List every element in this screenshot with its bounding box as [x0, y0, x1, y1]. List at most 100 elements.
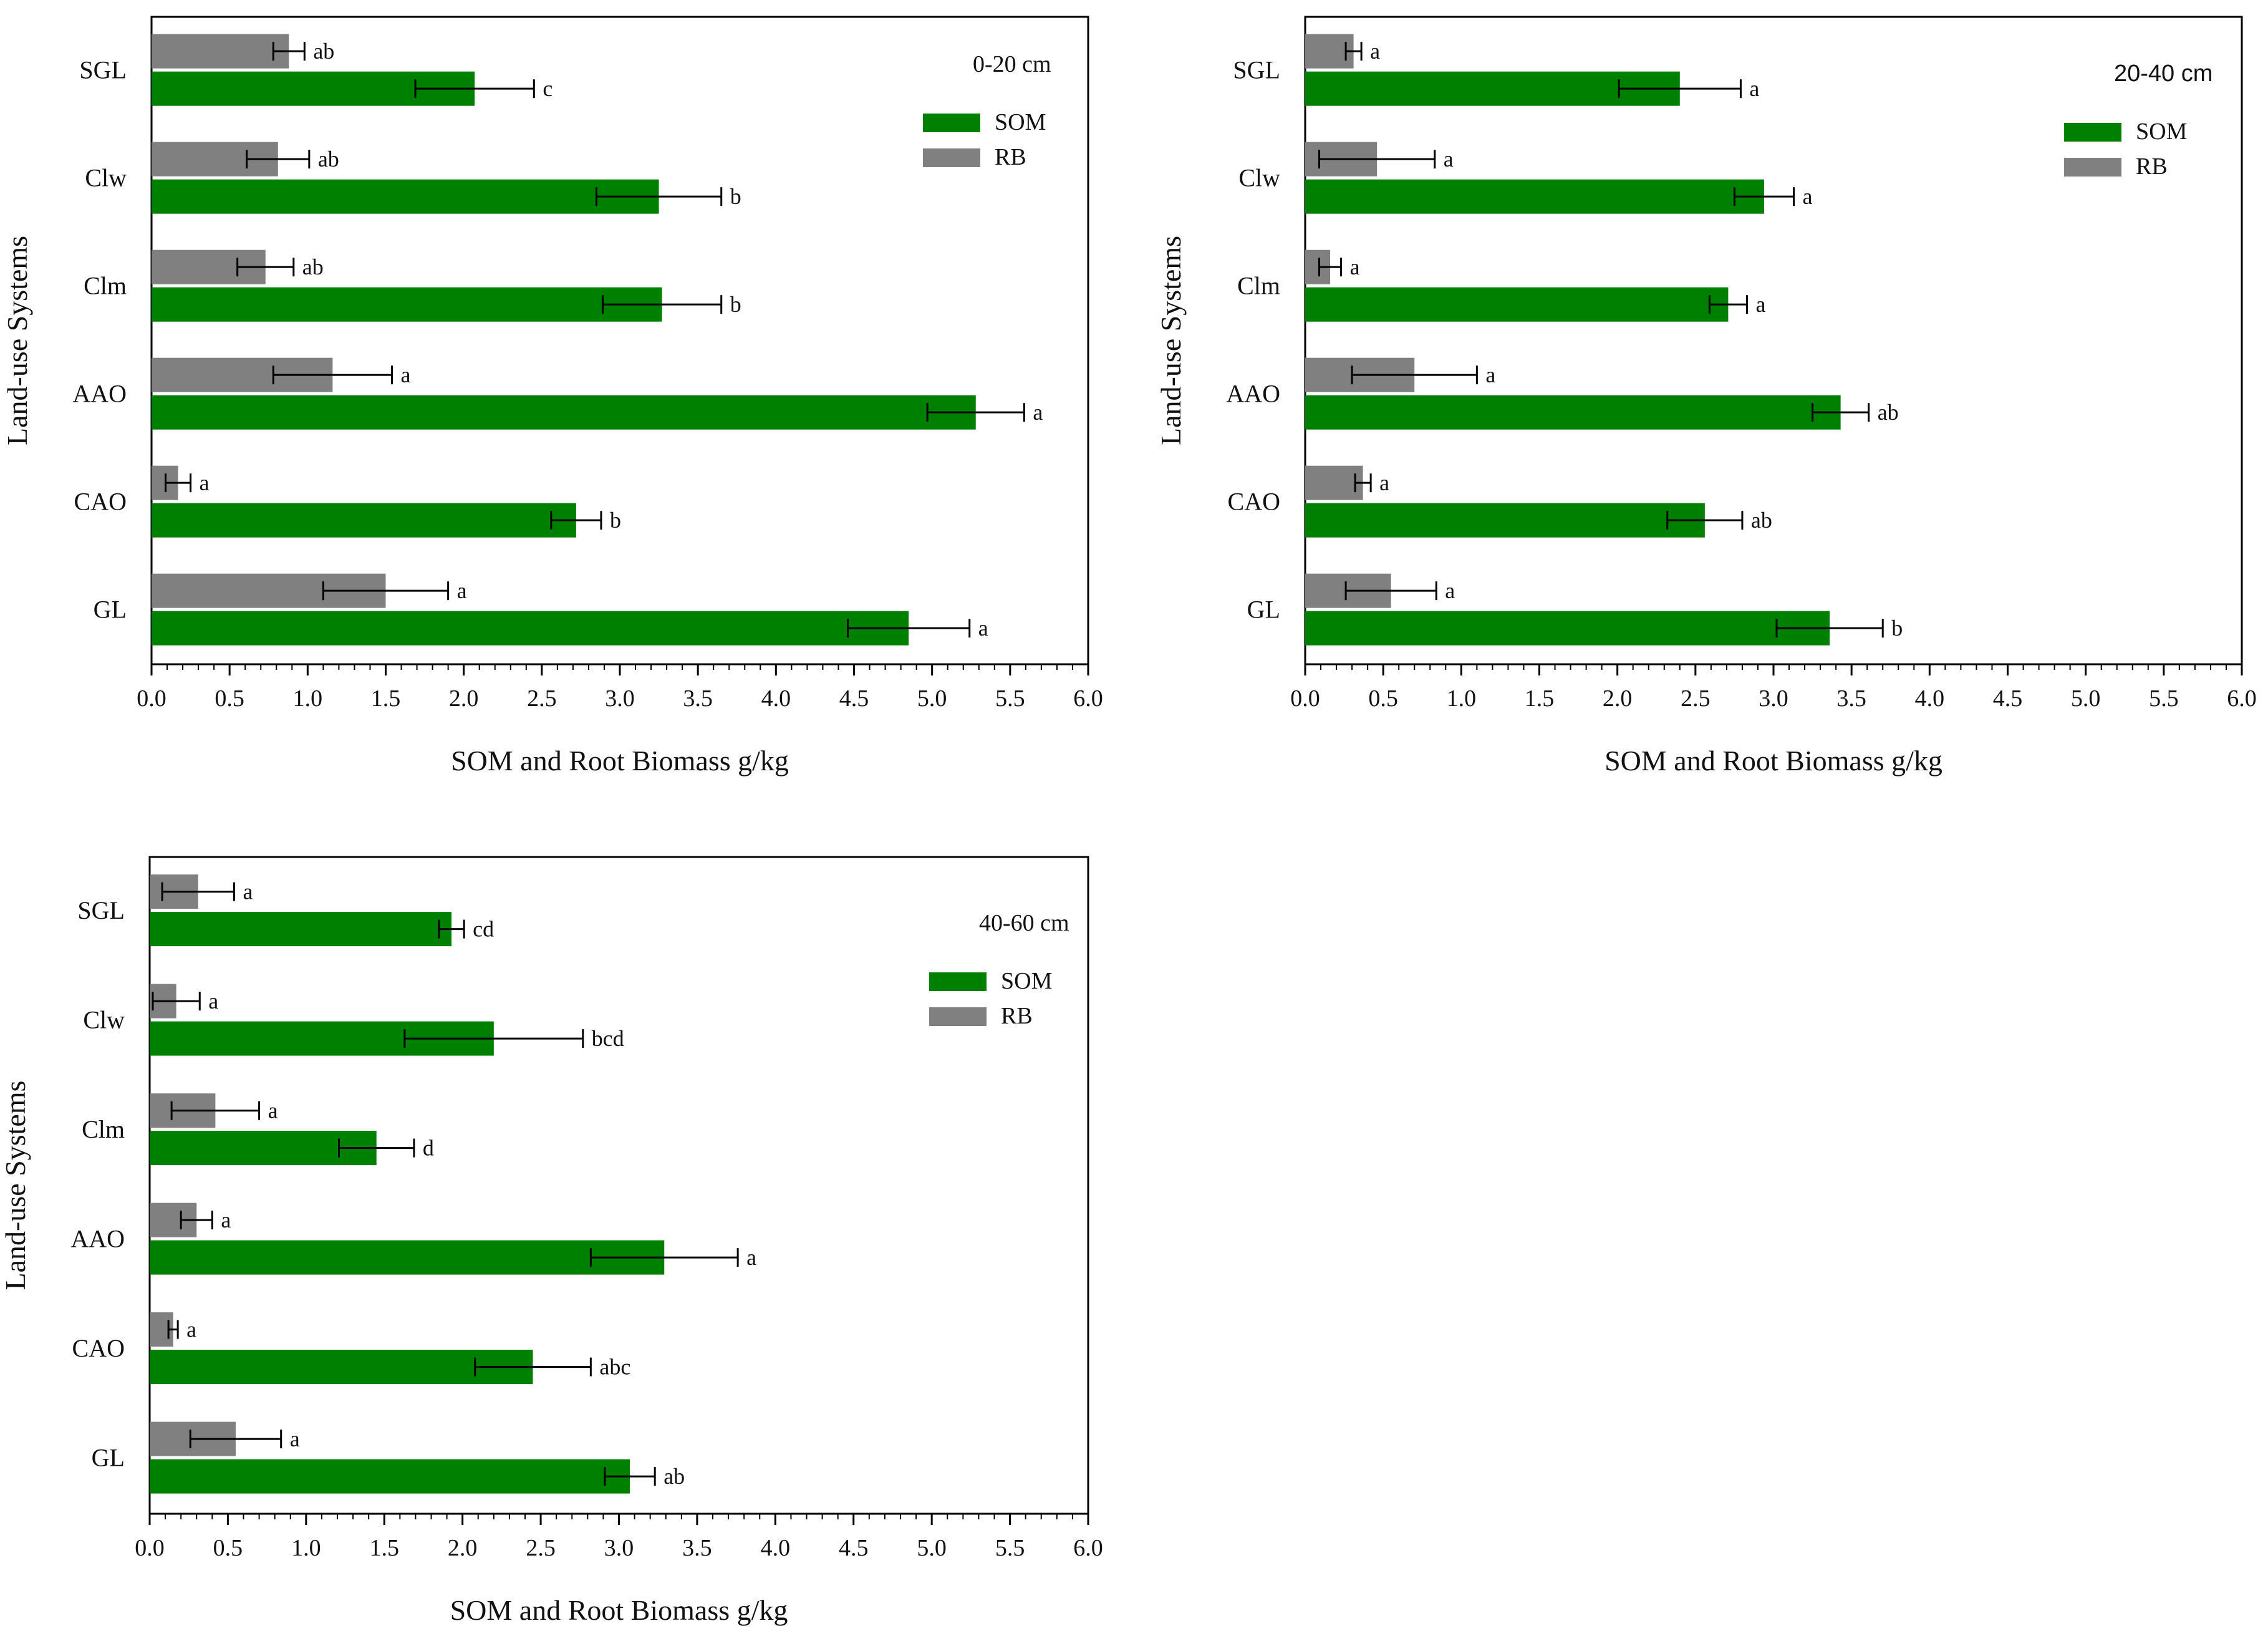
- legend-som-label: SOM: [2136, 119, 2187, 145]
- x-tick-label: 0.5: [215, 685, 244, 712]
- legend-rb-swatch: [929, 1007, 987, 1026]
- legend-rb-label: RB: [1001, 1003, 1033, 1029]
- rb-significance-label: ab: [318, 147, 339, 172]
- som-significance-label: abc: [599, 1355, 630, 1380]
- x-tick-label: 2.0: [448, 1535, 478, 1561]
- legend-rb-swatch: [923, 148, 980, 167]
- rb-significance-label: a: [401, 362, 411, 387]
- rb-significance-label: ab: [313, 39, 334, 64]
- x-tick-label: 0.0: [1290, 685, 1320, 712]
- category-label: CAO: [74, 488, 127, 516]
- som-significance-label: a: [1755, 292, 1765, 317]
- rb-significance-label: a: [1379, 470, 1389, 495]
- som-bar: [152, 287, 662, 322]
- som-bar: [152, 179, 659, 214]
- category-label: AAO: [72, 380, 127, 408]
- legend-som-label: SOM: [1001, 968, 1052, 994]
- y-axis-title: Land-use Systems: [1, 236, 33, 445]
- som-bar: [1305, 287, 1729, 322]
- som-bar: [152, 503, 576, 538]
- category-label: Clw: [1238, 164, 1280, 192]
- som-significance-label: b: [730, 184, 741, 209]
- som-bar: [1305, 395, 1841, 430]
- panel-title: 40-60 cm: [979, 910, 1069, 936]
- y-axis-title: Land-use Systems: [0, 1080, 31, 1290]
- x-tick-label: 2.0: [1603, 685, 1633, 712]
- som-bar: [150, 1350, 533, 1385]
- x-tick-label: 1.0: [291, 1535, 321, 1561]
- category-label: Clw: [83, 1006, 125, 1034]
- rb-significance-label: a: [243, 879, 253, 904]
- x-tick-label: 1.5: [1525, 685, 1555, 712]
- chart-panel-0-20cm: 0.0 0.5 1.0 1.5 2.0 2.5 3.0 3.5 4.0 4.5 5.0 5.5 6.0 S…: [1, 16, 1103, 777]
- x-tick-label: 1.5: [370, 1535, 400, 1561]
- legend-som-swatch: [2064, 123, 2121, 142]
- x-axis-title: SOM and Root Biomass g/kg: [450, 1594, 788, 1626]
- x-tick-label: 5.0: [917, 1535, 947, 1561]
- som-significance-label: a: [1803, 184, 1813, 209]
- chart-panel-20-40cm: 0.0 0.5 1.0 1.5 2.0 2.5 3.0 3.5 4.0 4.5 5.0 5.5 6.0 S…: [1155, 16, 2257, 777]
- category-label: SGL: [77, 896, 125, 924]
- x-tick-label: 2.5: [1681, 685, 1711, 712]
- som-bar: [152, 395, 976, 430]
- som-bar: [152, 611, 909, 646]
- som-significance-label: ab: [1751, 508, 1772, 533]
- som-significance-label: b: [610, 508, 621, 533]
- x-tick-label: 3.5: [1836, 685, 1866, 712]
- som-bar: [1305, 503, 1705, 538]
- som-significance-label: a: [978, 616, 988, 641]
- rb-significance-label: a: [1370, 39, 1380, 64]
- x-tick-label: 3.5: [682, 1535, 712, 1561]
- plot-frame: [1304, 16, 2243, 666]
- category-label: GL: [94, 596, 127, 624]
- category-label: Clm: [1237, 272, 1280, 300]
- rb-significance-label: a: [1350, 254, 1360, 279]
- som-significance-label: a: [1033, 400, 1043, 425]
- y-axis-title: Land-use Systems: [1155, 236, 1187, 445]
- som-bar: [1305, 71, 1680, 106]
- som-bar: [1305, 611, 1830, 646]
- category-label: Clm: [82, 1115, 125, 1143]
- rb-significance-label: a: [457, 578, 467, 603]
- rb-significance-label: a: [268, 1098, 278, 1123]
- plot-frame: [148, 856, 1089, 1515]
- chart-panel-40-60cm: 0.0 0.5 1.0 1.5 2.0 2.5 3.0 3.5 4.0 4.5 5.0 5.5 6.0 S…: [0, 856, 1103, 1626]
- x-tick-label: 4.5: [839, 1535, 869, 1561]
- x-tick-label: 3.0: [1759, 685, 1788, 712]
- x-tick-label: 0.5: [213, 1535, 243, 1561]
- category-label: GL: [1247, 596, 1280, 624]
- x-tick-label: 1.0: [293, 685, 323, 712]
- som-significance-label: cd: [473, 917, 494, 942]
- rb-significance-label: a: [290, 1426, 300, 1451]
- som-significance-label: c: [543, 76, 553, 101]
- som-significance-label: bcd: [592, 1026, 624, 1051]
- legend-rb-swatch: [2064, 158, 2121, 177]
- som-significance-label: ab: [1878, 400, 1899, 425]
- x-tick-label: 5.0: [917, 685, 947, 712]
- rb-significance-label: a: [1444, 147, 1454, 172]
- category-label: AAO: [70, 1225, 125, 1253]
- x-tick-label: 2.0: [449, 685, 479, 712]
- rb-significance-label: a: [200, 470, 210, 495]
- som-significance-label: b: [1891, 616, 1903, 641]
- x-tick-label: 3.5: [683, 685, 713, 712]
- legend-som-swatch: [923, 114, 980, 132]
- x-tick-label: 4.5: [839, 685, 869, 712]
- category-label: SGL: [1233, 56, 1280, 84]
- x-tick-label: 4.0: [1915, 685, 1945, 712]
- panel-title: 20-40 cm: [2114, 61, 2213, 87]
- x-axis-title: SOM and Root Biomass g/kg: [451, 745, 789, 777]
- x-tick-label: 6.0: [1073, 685, 1103, 712]
- x-axis-title: SOM and Root Biomass g/kg: [1604, 745, 1942, 777]
- rb-significance-label: a: [1445, 578, 1455, 603]
- som-bar: [150, 1240, 665, 1275]
- x-tick-label: 1.5: [371, 685, 401, 712]
- rb-significance-label: a: [1485, 362, 1495, 387]
- x-tick-label: 1.0: [1447, 685, 1477, 712]
- x-tick-label: 2.5: [527, 685, 557, 712]
- x-tick-label: 5.5: [2149, 685, 2179, 712]
- som-bar: [150, 1459, 630, 1494]
- x-tick-label: 0.0: [135, 1535, 165, 1561]
- x-tick-label: 4.0: [761, 1535, 791, 1561]
- x-tick-label: 5.5: [995, 1535, 1025, 1561]
